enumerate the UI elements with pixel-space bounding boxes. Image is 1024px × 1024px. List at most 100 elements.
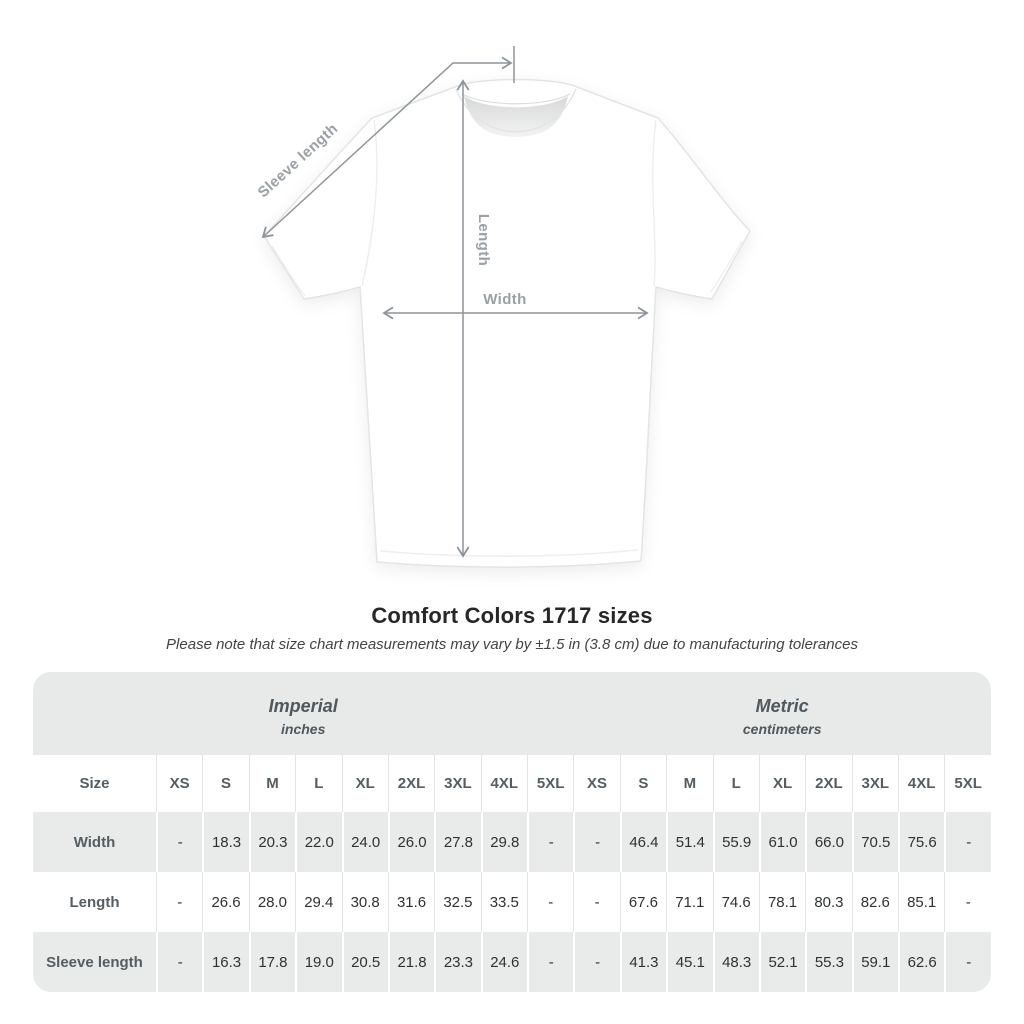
measurement-cell: - xyxy=(527,932,574,992)
measurement-cell: 22.0 xyxy=(295,812,342,872)
measurement-cell: - xyxy=(156,872,203,932)
size-column-4xl: 4XL xyxy=(898,755,945,812)
size-column-2xl: 2XL xyxy=(387,755,435,812)
measurement-cell: 26.0 xyxy=(387,812,435,872)
measurement-cell: 32.5 xyxy=(434,872,481,932)
measurement-cell: 23.3 xyxy=(434,932,481,992)
measurement-cell: 80.3 xyxy=(805,872,852,932)
size-column-5xl: 5XL xyxy=(527,755,574,812)
size-column-4xl: 4XL xyxy=(480,755,527,812)
tshirt-measurement-diagram: Sleeve length Length Width xyxy=(255,46,751,568)
measurement-cell: 55.9 xyxy=(712,812,759,872)
measurement-cell: 46.4 xyxy=(619,812,667,872)
size-column-s: S xyxy=(202,755,249,812)
measurement-cell: - xyxy=(156,932,203,992)
measurement-cell: 52.1 xyxy=(758,932,806,992)
size-column-2xl: 2XL xyxy=(805,755,852,812)
imperial-group-header: Imperial inches xyxy=(33,672,574,755)
measurement-cell: - xyxy=(944,872,991,932)
measurement-cell: 29.8 xyxy=(480,812,527,872)
measurement-cell: 41.3 xyxy=(619,932,667,992)
measurement-cell: - xyxy=(156,812,203,872)
measurement-cell: 45.1 xyxy=(666,932,713,992)
size-column-l: L xyxy=(295,755,342,812)
measurement-row-label: Length xyxy=(33,872,156,932)
measurement-cell: - xyxy=(573,872,620,932)
sleeve-length-arrow xyxy=(261,56,513,239)
measurement-cell: 20.5 xyxy=(341,932,388,992)
imperial-label: Imperial xyxy=(268,696,338,716)
measurement-cell: 82.6 xyxy=(851,872,898,932)
measurement-cell: 55.3 xyxy=(805,932,852,992)
measurement-row: Length -26.6 28.0 29.4 30.8 31.6 32.5 33.5- -67.… xyxy=(33,872,991,932)
page-title: Comfort Colors 1717 sizes xyxy=(371,603,653,628)
measurement-cell: 66.0 xyxy=(805,812,852,872)
size-table-body: Width -18.3 20.3 22.0 24.0 26.0 27.8 29.8- -46.4… xyxy=(33,812,991,992)
unit-group-row: Imperial inches Metric centimeters xyxy=(33,672,991,755)
size-column-s: S xyxy=(619,755,667,812)
measurement-cell: 20.3 xyxy=(248,812,296,872)
measurement-cell: 21.8 xyxy=(387,932,435,992)
tshirt-image: Sleeve length Length Width xyxy=(255,46,751,568)
measurement-cell: 28.0 xyxy=(248,872,296,932)
size-column-xl: XL xyxy=(341,755,388,812)
measurement-cell: 62.6 xyxy=(898,932,945,992)
measurement-cell: 17.8 xyxy=(248,932,296,992)
size-header-row: Size XS S M L XL 2XL 3XL 4XL 5XL XS S M L XL 2XL 3XL 4XL 5… xyxy=(33,755,991,812)
measurement-cell: - xyxy=(573,812,620,872)
measurement-cell: 19.0 xyxy=(295,932,342,992)
measurement-cell: - xyxy=(527,812,574,872)
measurement-cell: 27.8 xyxy=(434,812,481,872)
tolerance-note: Please note that size chart measurements… xyxy=(166,636,858,653)
width-label: Width xyxy=(483,291,527,308)
measurement-row: Width -18.3 20.3 22.0 24.0 26.0 27.8 29.8- -46.4… xyxy=(33,812,991,872)
measurement-cell: 51.4 xyxy=(666,812,713,872)
measurement-cell: 74.6 xyxy=(712,872,759,932)
measurement-cell: 48.3 xyxy=(712,932,759,992)
imperial-unit-label: inches xyxy=(281,721,326,737)
size-column-xs: XS xyxy=(573,755,620,812)
size-column-header: Size xyxy=(33,755,156,812)
size-column-m: M xyxy=(248,755,296,812)
measurement-cell: 26.6 xyxy=(202,872,249,932)
tshirt-shape xyxy=(263,78,751,568)
title-block: Comfort Colors 1717 sizes Please note th… xyxy=(0,602,1024,655)
measurement-cell: 67.6 xyxy=(619,872,667,932)
size-column-5xl: 5XL xyxy=(944,755,991,812)
measurement-cell: 85.1 xyxy=(898,872,945,932)
measurement-cell: 59.1 xyxy=(851,932,898,992)
measurement-cell: 16.3 xyxy=(202,932,249,992)
measurement-row-label: Sleeve length xyxy=(33,932,156,992)
measurement-cell: - xyxy=(573,932,620,992)
measurement-cell: 71.1 xyxy=(666,872,713,932)
measurement-cell: 33.5 xyxy=(480,872,527,932)
size-column-3xl: 3XL xyxy=(851,755,898,812)
measurement-cell: 61.0 xyxy=(758,812,806,872)
measurement-cell: 78.1 xyxy=(758,872,806,932)
measurement-cell: - xyxy=(527,872,574,932)
measurement-cell: 75.6 xyxy=(898,812,945,872)
size-chart-table: Imperial inches Metric centimeters Size X… xyxy=(33,672,991,992)
measurement-row-label: Width xyxy=(33,812,156,872)
measurement-arrows xyxy=(261,46,649,558)
length-label: Length xyxy=(475,214,492,266)
measurement-cell: 24.0 xyxy=(341,812,388,872)
measurement-cell: 31.6 xyxy=(387,872,435,932)
size-column-3xl: 3XL xyxy=(434,755,481,812)
metric-label: Metric xyxy=(755,696,809,716)
size-column-l: L xyxy=(712,755,759,812)
measurement-cell: 18.3 xyxy=(202,812,249,872)
measurement-cell: - xyxy=(944,932,991,992)
measurement-row: Sleeve length -16.3 17.8 19.0 20.5 21.8 23.3 24… xyxy=(33,932,991,992)
measurement-cell: 24.6 xyxy=(480,932,527,992)
measurement-cell: 30.8 xyxy=(341,872,388,932)
metric-unit-label: centimeters xyxy=(742,721,822,737)
size-column-xs: XS xyxy=(156,755,203,812)
metric-group-header: Metric centimeters xyxy=(573,672,991,755)
measurement-cell: 70.5 xyxy=(851,812,898,872)
size-column-m: M xyxy=(666,755,713,812)
size-column-xl: XL xyxy=(758,755,806,812)
measurement-cell: 29.4 xyxy=(295,872,342,932)
measurement-cell: - xyxy=(944,812,991,872)
